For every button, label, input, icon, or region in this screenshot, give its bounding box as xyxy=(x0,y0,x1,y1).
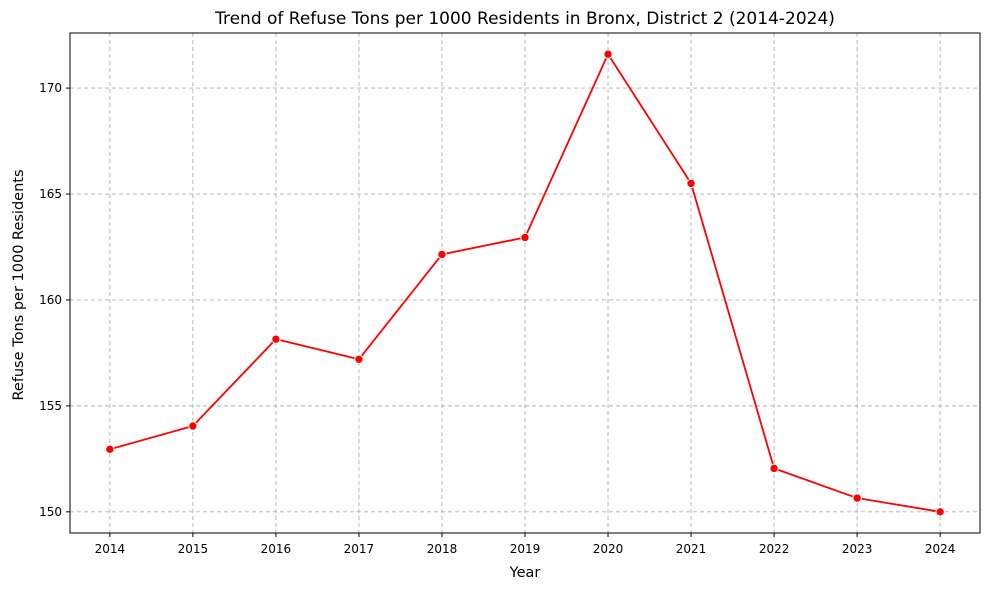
data-point xyxy=(603,49,613,59)
data-point xyxy=(354,354,364,364)
chart-title: Trend of Refuse Tons per 1000 Residents … xyxy=(214,9,835,29)
x-tick-label: 2022 xyxy=(759,542,790,556)
y-tick-label: 155 xyxy=(39,399,62,413)
x-tick-label: 2016 xyxy=(261,542,292,556)
x-tick-label: 2018 xyxy=(427,542,458,556)
data-point xyxy=(686,178,696,189)
data-point xyxy=(852,493,862,503)
y-tick-label: 170 xyxy=(39,81,62,95)
y-axis-label: Refuse Tons per 1000 Residents xyxy=(11,169,27,400)
x-tick-label: 2023 xyxy=(842,542,873,556)
data-point xyxy=(520,232,530,243)
series-layer xyxy=(105,49,945,517)
x-tick-label: 2021 xyxy=(676,542,707,556)
y-axis: 150 155 160 165 170 xyxy=(39,81,70,519)
y-tick-label: 165 xyxy=(39,187,62,201)
data-point xyxy=(188,421,198,431)
data-point xyxy=(769,463,779,474)
x-tick-label: 2019 xyxy=(510,542,541,556)
x-tick-label: 2024 xyxy=(925,542,956,556)
x-tick-label: 2015 xyxy=(178,542,209,556)
data-point xyxy=(935,507,945,517)
x-tick-label: 2020 xyxy=(593,542,624,556)
x-tick-label: 2014 xyxy=(95,542,126,556)
data-point xyxy=(105,444,115,455)
data-point xyxy=(437,249,447,260)
data-point xyxy=(271,334,281,344)
x-axis: 2014 2015 2016 2017 2018 2019 2020 2021 2022 2023… xyxy=(95,533,956,556)
y-tick-label: 160 xyxy=(39,293,62,307)
x-axis-label: Year xyxy=(509,565,541,581)
y-tick-label: 150 xyxy=(39,505,62,519)
x-tick-label: 2017 xyxy=(344,542,375,556)
